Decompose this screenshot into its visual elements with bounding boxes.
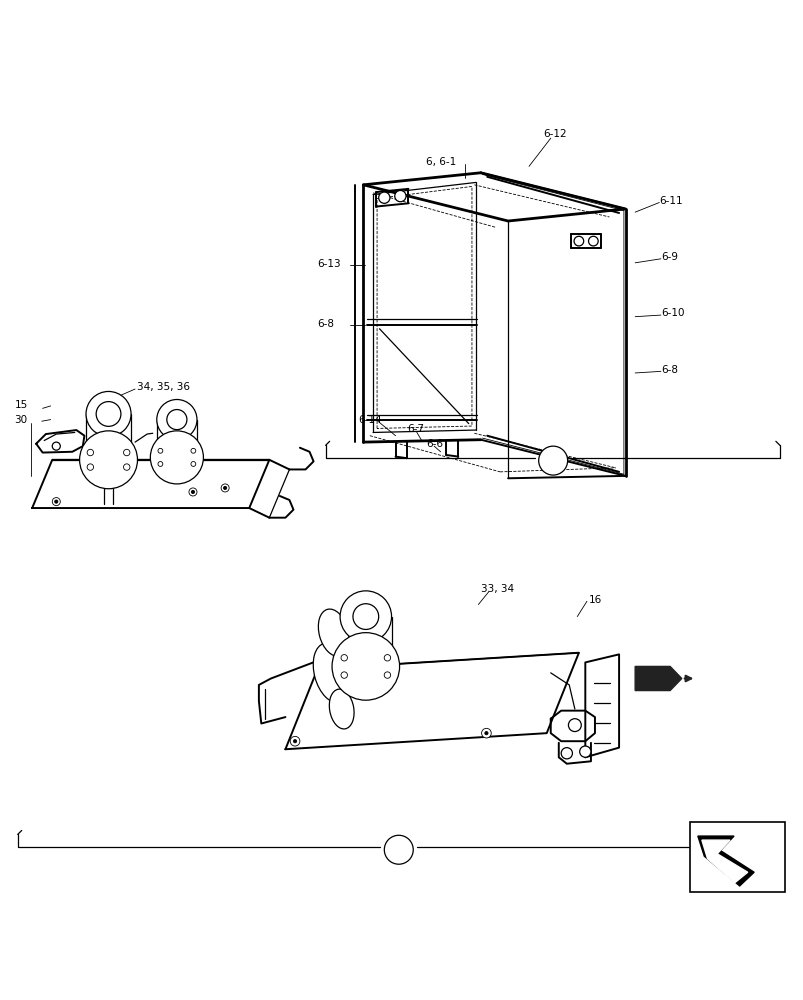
Circle shape [157, 448, 162, 453]
Circle shape [573, 236, 583, 246]
Text: H: H [394, 843, 402, 856]
Polygon shape [701, 840, 747, 883]
Text: 6, 6-1: 6, 6-1 [426, 157, 456, 167]
Circle shape [191, 490, 194, 494]
Circle shape [384, 835, 413, 864]
Circle shape [340, 655, 347, 661]
Bar [689, 822, 784, 892]
Circle shape [568, 719, 581, 732]
Circle shape [79, 431, 137, 489]
Circle shape [588, 236, 597, 246]
Text: 15: 15 [14, 400, 27, 410]
Circle shape [538, 446, 567, 475]
Text: 6-6: 6-6 [426, 439, 442, 449]
Circle shape [332, 633, 399, 700]
Circle shape [189, 488, 197, 496]
Circle shape [293, 740, 296, 743]
Polygon shape [634, 666, 681, 691]
Circle shape [150, 431, 203, 484]
Circle shape [579, 746, 590, 757]
Circle shape [340, 672, 347, 678]
Text: 6-12: 6-12 [543, 129, 566, 139]
Circle shape [340, 591, 391, 642]
Text: 6-10: 6-10 [660, 308, 683, 318]
Circle shape [191, 448, 196, 453]
Text: 30: 30 [14, 415, 27, 425]
Circle shape [221, 484, 229, 492]
Ellipse shape [318, 609, 349, 656]
Circle shape [87, 464, 93, 470]
Circle shape [394, 190, 406, 202]
Circle shape [223, 486, 226, 490]
Circle shape [290, 736, 300, 746]
Text: 34, 35, 36: 34, 35, 36 [137, 382, 190, 392]
Circle shape [191, 462, 196, 466]
Ellipse shape [329, 689, 353, 729]
Text: FWD: FWD [642, 674, 662, 683]
Polygon shape [697, 836, 753, 886]
Circle shape [124, 449, 130, 456]
Text: 33, 34: 33, 34 [480, 584, 513, 594]
Text: 6-13: 6-13 [317, 259, 340, 269]
Circle shape [384, 672, 390, 678]
Text: 6-9: 6-9 [660, 252, 677, 262]
Circle shape [157, 462, 162, 466]
Circle shape [384, 655, 390, 661]
Circle shape [96, 402, 120, 426]
Circle shape [378, 192, 389, 203]
Ellipse shape [313, 643, 350, 703]
Text: 6-8: 6-8 [317, 319, 334, 329]
Circle shape [157, 399, 197, 440]
Text: G: G [548, 454, 557, 467]
Circle shape [484, 732, 487, 735]
Circle shape [55, 500, 58, 503]
Circle shape [353, 604, 378, 629]
Circle shape [87, 449, 93, 456]
Text: 16: 16 [588, 595, 601, 605]
Circle shape [167, 410, 186, 430]
Text: 6-8: 6-8 [660, 365, 677, 375]
Circle shape [52, 442, 60, 450]
Circle shape [481, 728, 491, 738]
Text: 6-14: 6-14 [357, 415, 381, 425]
Circle shape [124, 464, 130, 470]
Circle shape [52, 498, 60, 506]
Circle shape [560, 748, 572, 759]
Circle shape [86, 391, 131, 436]
Text: 6-7: 6-7 [407, 424, 424, 434]
Text: 6-11: 6-11 [658, 196, 682, 206]
